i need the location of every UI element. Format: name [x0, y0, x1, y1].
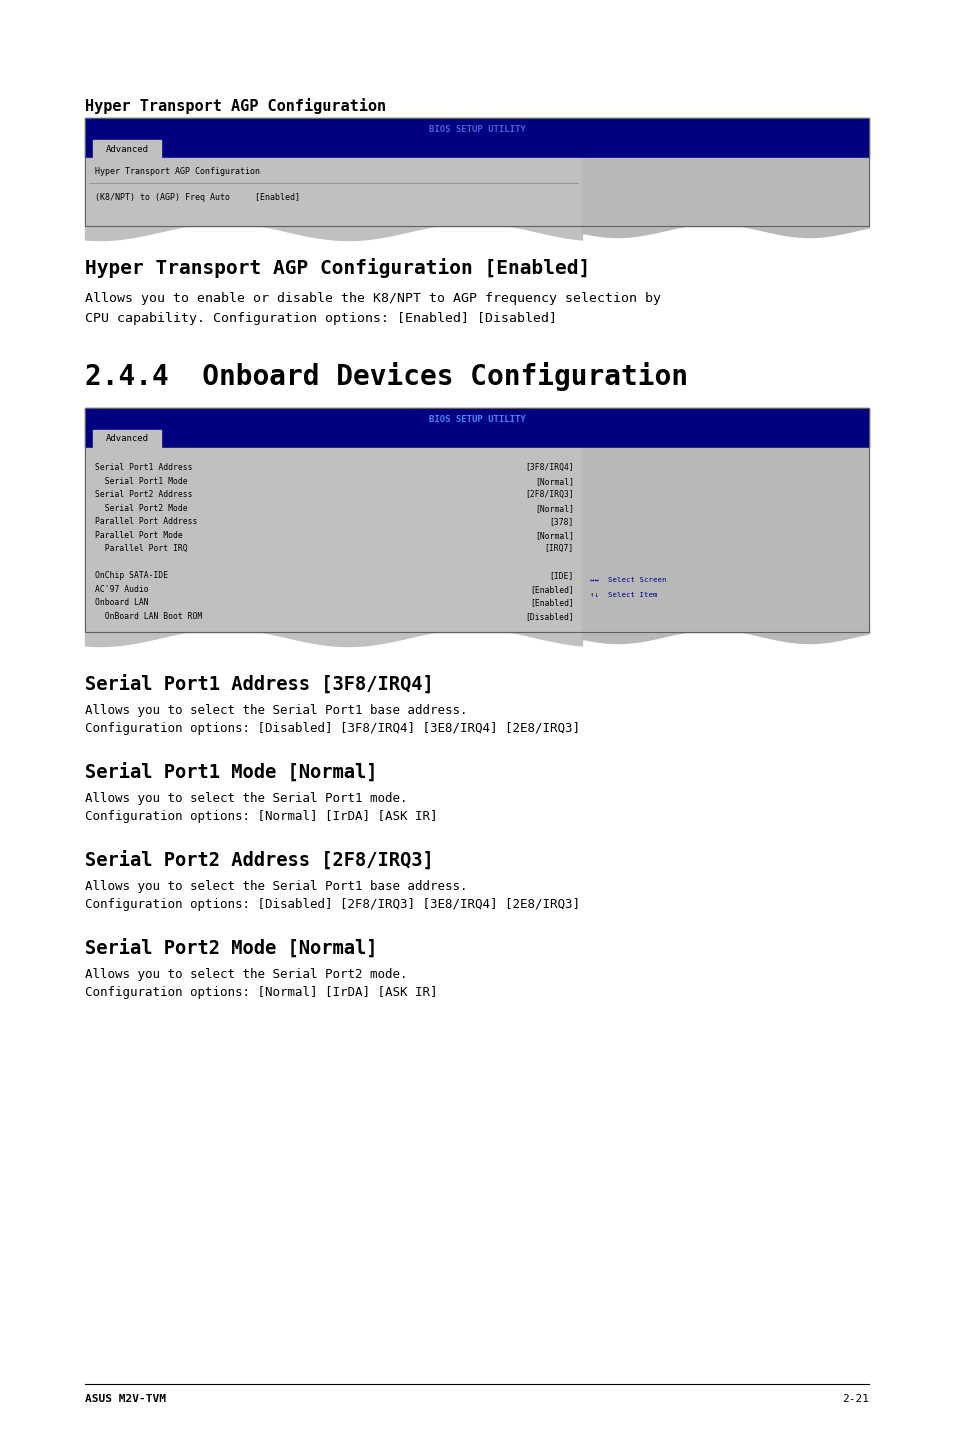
Text: (K8/NPT) to (AGP) Freq Auto     [Enabled]: (K8/NPT) to (AGP) Freq Auto [Enabled] — [95, 194, 299, 203]
Text: Serial Port2 Address: Serial Port2 Address — [95, 490, 193, 499]
Bar — [85, 139, 868, 158]
Text: Serial Port2 Mode: Serial Port2 Mode — [95, 503, 188, 513]
Bar — [581, 158, 868, 226]
Text: [378]: [378] — [549, 518, 574, 526]
Bar — [92, 430, 161, 449]
Text: Serial Port1 Address: Serial Port1 Address — [95, 463, 193, 472]
Text: Configuration options: [Normal] [IrDA] [ASK IR]: Configuration options: [Normal] [IrDA] [… — [85, 986, 437, 999]
Text: Advanced: Advanced — [106, 144, 149, 154]
Text: [IDE]: [IDE] — [549, 571, 574, 581]
Text: Configuration options: [Disabled] [3F8/IRQ4] [3E8/IRQ4] [2E8/IRQ3]: Configuration options: [Disabled] [3F8/I… — [85, 722, 579, 735]
Text: Hyper Transport AGP Configuration: Hyper Transport AGP Configuration — [85, 98, 386, 114]
Text: Allows you to enable or disable the K8/NPT to AGP frequency selection by: Allows you to enable or disable the K8/N… — [85, 292, 660, 305]
Text: Parallel Port Address: Parallel Port Address — [95, 518, 197, 526]
Text: Serial Port2 Address [2F8/IRQ3]: Serial Port2 Address [2F8/IRQ3] — [85, 850, 434, 870]
Text: Configuration options: [Disabled] [2F8/IRQ3] [3E8/IRQ4] [2E8/IRQ3]: Configuration options: [Disabled] [2F8/I… — [85, 897, 579, 912]
Text: [Normal]: [Normal] — [535, 503, 574, 513]
Text: ↑↓  Select Item: ↑↓ Select Item — [589, 592, 657, 598]
Text: OnChip SATA-IDE: OnChip SATA-IDE — [95, 571, 168, 581]
Text: ↔↔  Select Screen: ↔↔ Select Screen — [589, 577, 666, 582]
Bar — [85, 118, 868, 139]
Bar — [85, 158, 581, 226]
Bar — [85, 449, 581, 631]
Bar — [92, 139, 161, 158]
Text: BIOS SETUP UTILITY: BIOS SETUP UTILITY — [428, 414, 525, 424]
Text: CPU capability. Configuration options: [Enabled] [Disabled]: CPU capability. Configuration options: [… — [85, 312, 557, 325]
Text: BIOS SETUP UTILITY: BIOS SETUP UTILITY — [428, 125, 525, 134]
Text: Parallel Port Mode: Parallel Port Mode — [95, 531, 183, 539]
Text: Configuration options: [Normal] [IrDA] [ASK IR]: Configuration options: [Normal] [IrDA] [… — [85, 810, 437, 823]
Text: Hyper Transport AGP Configuration: Hyper Transport AGP Configuration — [95, 167, 260, 177]
Text: 2.4.4  Onboard Devices Configuration: 2.4.4 Onboard Devices Configuration — [85, 362, 687, 391]
Text: Allows you to select the Serial Port1 mode.: Allows you to select the Serial Port1 mo… — [85, 792, 407, 805]
Text: [Normal]: [Normal] — [535, 531, 574, 539]
Text: Serial Port2 Mode [Normal]: Serial Port2 Mode [Normal] — [85, 938, 377, 958]
Text: Parallel Port IRQ: Parallel Port IRQ — [95, 544, 188, 554]
Text: [Disabled]: [Disabled] — [525, 611, 574, 621]
Bar — [85, 118, 868, 226]
Text: AC'97 Audio: AC'97 Audio — [95, 585, 149, 594]
Text: Allows you to select the Serial Port1 base address.: Allows you to select the Serial Port1 ba… — [85, 880, 467, 893]
Text: Serial Port1 Address [3F8/IRQ4]: Serial Port1 Address [3F8/IRQ4] — [85, 674, 434, 693]
Text: [2F8/IRQ3]: [2F8/IRQ3] — [525, 490, 574, 499]
Text: Advanced: Advanced — [106, 434, 149, 443]
Text: Allows you to select the Serial Port2 mode.: Allows you to select the Serial Port2 mo… — [85, 968, 407, 981]
Text: [Normal]: [Normal] — [535, 477, 574, 486]
Text: [Enabled]: [Enabled] — [530, 585, 574, 594]
Text: ASUS M2V-TVM: ASUS M2V-TVM — [85, 1393, 166, 1403]
Text: OnBoard LAN Boot ROM: OnBoard LAN Boot ROM — [95, 611, 202, 621]
Text: [IRQ7]: [IRQ7] — [544, 544, 574, 554]
Bar — [85, 408, 868, 631]
Text: [Enabled]: [Enabled] — [530, 598, 574, 607]
Text: Serial Port1 Mode [Normal]: Serial Port1 Mode [Normal] — [85, 762, 377, 781]
Text: [3F8/IRQ4]: [3F8/IRQ4] — [525, 463, 574, 472]
Bar — [85, 408, 868, 430]
Text: Onboard LAN: Onboard LAN — [95, 598, 149, 607]
Text: 2-21: 2-21 — [841, 1393, 868, 1403]
Bar — [581, 449, 868, 631]
Text: Allows you to select the Serial Port1 base address.: Allows you to select the Serial Port1 ba… — [85, 705, 467, 718]
Text: Hyper Transport AGP Configuration [Enabled]: Hyper Transport AGP Configuration [Enabl… — [85, 257, 590, 278]
Bar — [85, 430, 868, 449]
Text: Serial Port1 Mode: Serial Port1 Mode — [95, 477, 188, 486]
